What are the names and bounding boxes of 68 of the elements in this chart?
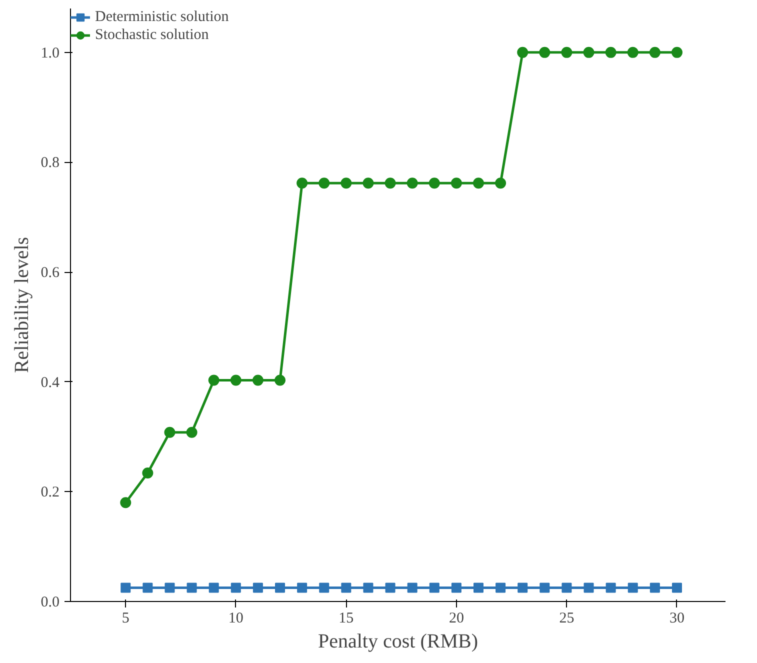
legend-label: Deterministic solution [95, 8, 229, 26]
point [517, 46, 528, 58]
x-tick-label: 15 [338, 610, 354, 626]
point [230, 582, 241, 593]
y-tick-label: 0.4 [40, 374, 60, 391]
point [208, 374, 220, 386]
point [584, 582, 594, 593]
point [428, 178, 440, 189]
point [208, 582, 219, 593]
point [583, 46, 594, 58]
point [628, 582, 638, 593]
point [562, 582, 572, 593]
point [671, 46, 682, 58]
y-tick-label: 0.8 [40, 155, 60, 172]
point [384, 178, 396, 189]
point [672, 582, 682, 593]
point [296, 178, 308, 189]
point [297, 582, 308, 593]
point [362, 178, 374, 189]
point [319, 582, 330, 593]
point [230, 374, 242, 386]
point [450, 178, 462, 189]
x-tick-label: 10 [228, 610, 244, 626]
x-tick-label: 30 [669, 610, 684, 626]
point [341, 582, 352, 593]
y-tick-label: 0.0 [40, 594, 60, 610]
x-axis-title: Penalty cost (RMB) [318, 630, 478, 652]
point [429, 582, 440, 593]
point [142, 582, 153, 593]
point [649, 46, 660, 58]
point [407, 582, 418, 593]
point [252, 582, 263, 593]
point [561, 46, 572, 58]
point [318, 178, 330, 189]
point [539, 46, 550, 58]
point [252, 374, 264, 386]
point [451, 582, 462, 593]
point [605, 46, 616, 58]
point [650, 582, 660, 593]
point [495, 178, 506, 189]
point [186, 582, 197, 593]
point [473, 582, 484, 593]
point [164, 582, 175, 593]
point [186, 426, 198, 438]
y-tick-label: 0.2 [40, 484, 60, 501]
y-tick-label: 1.0 [40, 45, 60, 62]
x-tick-label: 25 [559, 610, 574, 626]
point [275, 582, 286, 593]
point [496, 582, 506, 593]
point [120, 582, 131, 593]
point [540, 582, 550, 593]
point [385, 582, 396, 593]
y-tick-label: 0.6 [40, 265, 60, 282]
point [363, 582, 374, 593]
point [274, 374, 286, 386]
point [406, 178, 418, 189]
point [340, 178, 352, 189]
point [627, 46, 638, 58]
x-tick-label: 20 [448, 610, 464, 626]
y-axis-title: Reliability levels [10, 236, 33, 374]
point [120, 497, 132, 508]
point [518, 582, 528, 593]
point [606, 582, 616, 593]
point [472, 178, 484, 189]
x-tick-label: 5 [122, 610, 130, 626]
legend-label: Stochastic solution [95, 26, 209, 44]
point [142, 468, 154, 479]
point [164, 426, 176, 438]
